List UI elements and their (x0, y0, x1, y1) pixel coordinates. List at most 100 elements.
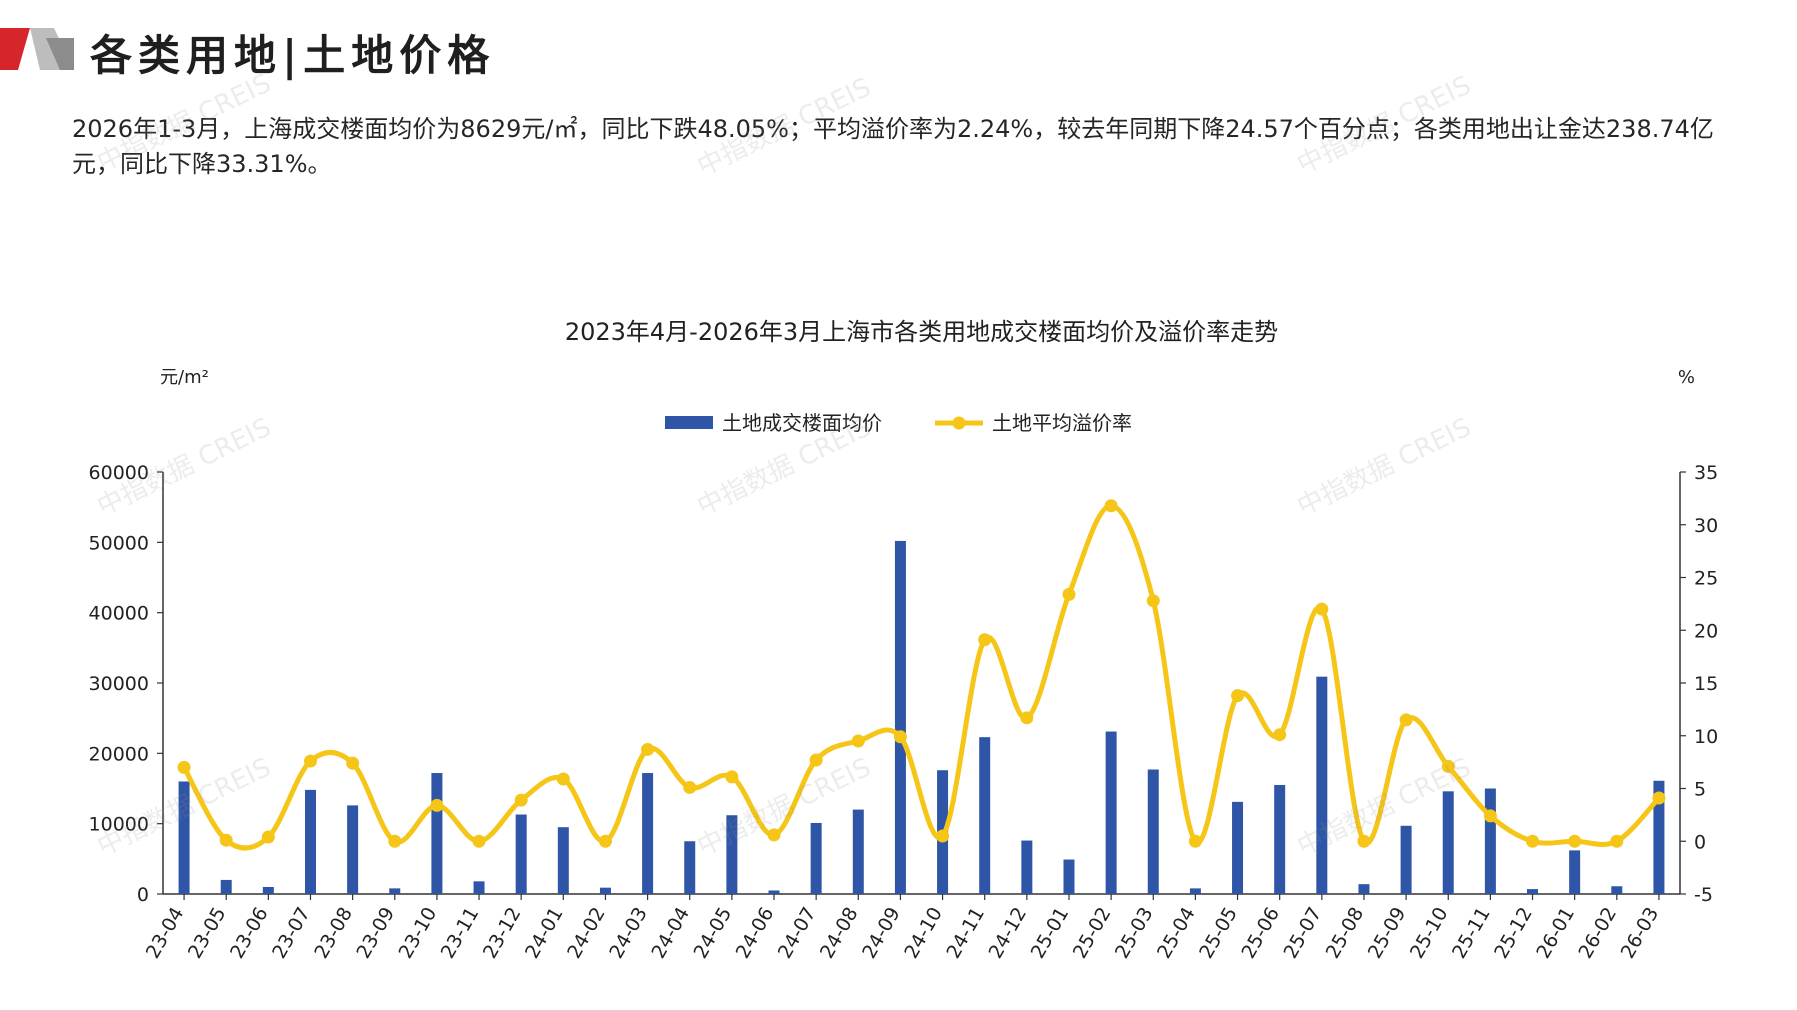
y-right-tick-label: 20 (1694, 620, 1718, 642)
point-premium-rate (809, 753, 823, 767)
x-tick-label: 24-07 (774, 904, 821, 963)
logo-red-block (0, 28, 30, 70)
point-premium-rate (472, 834, 486, 848)
x-tick-label: 25-08 (1322, 904, 1369, 963)
point-premium-rate (683, 780, 697, 794)
y-left-tick-label: 50000 (89, 532, 149, 554)
bar-price (1063, 859, 1075, 894)
bar-price (1569, 850, 1581, 894)
bar-price (979, 737, 991, 894)
x-tick-label: 24-09 (858, 904, 905, 963)
bar-price (304, 789, 316, 894)
bar-price (1484, 788, 1496, 894)
x-tick-label: 25-03 (1111, 904, 1158, 963)
x-tick-label: 24-12 (985, 904, 1032, 963)
bar-price (389, 888, 401, 894)
y-right-tick-label: 5 (1694, 779, 1706, 801)
bar-price (642, 773, 654, 894)
point-premium-rate (1020, 711, 1034, 725)
bar-price (515, 814, 527, 894)
x-tick-label: 23-12 (479, 904, 526, 963)
y-right-tick-label: 35 (1694, 462, 1718, 484)
point-premium-rate (388, 834, 402, 848)
y-right-unit: % (1678, 367, 1695, 388)
point-premium-rate (1357, 834, 1371, 848)
point-premium-rate (303, 754, 317, 768)
x-tick-label: 23-06 (226, 904, 273, 963)
bar-price (852, 809, 864, 894)
bar-price (1611, 886, 1623, 894)
bar-price (1400, 825, 1412, 894)
x-tick-label: 23-09 (352, 904, 399, 963)
bar-price (262, 886, 274, 894)
y-right-tick-label: 30 (1694, 515, 1718, 537)
x-tick-label: 23-08 (310, 904, 357, 963)
x-tick-label: 25-02 (1069, 904, 1116, 963)
bar-price (178, 781, 190, 894)
bar-price (894, 540, 906, 894)
y-right-tick-label: 25 (1694, 568, 1718, 590)
point-premium-rate (1483, 809, 1497, 823)
point-premium-rate (430, 798, 444, 812)
point-premium-rate (1231, 689, 1245, 703)
y-right-tick-label: -5 (1694, 884, 1713, 906)
y-left-tick-label: 60000 (89, 462, 149, 484)
page-title: 各类用地|土地价格 (90, 31, 496, 80)
point-premium-rate (767, 828, 781, 842)
y-right-tick-label: 10 (1694, 726, 1718, 748)
bar-price (1442, 791, 1454, 894)
y-left-unit: 元/m² (160, 367, 209, 388)
logo-dark-block (46, 38, 74, 70)
bar-price (1274, 784, 1286, 894)
bar-price (1147, 769, 1159, 894)
x-tick-label: 25-10 (1406, 904, 1453, 963)
x-tick-label: 26-01 (1532, 904, 1579, 963)
x-tick-label: 23-04 (142, 904, 189, 963)
bar-price (1021, 840, 1033, 894)
bar-price (1105, 731, 1117, 894)
bar-price (1316, 676, 1328, 894)
x-tick-label: 24-03 (605, 904, 652, 963)
x-tick-label: 24-05 (690, 904, 737, 963)
bar-price (473, 881, 485, 894)
legend-swatch-marker (952, 416, 966, 430)
legend-swatch-bar (665, 416, 713, 429)
bar-price (1527, 889, 1539, 894)
x-tick-label: 25-09 (1364, 904, 1411, 963)
bar-price (810, 822, 822, 894)
x-tick-label: 25-04 (1153, 904, 1200, 963)
bar-price (220, 879, 232, 894)
bar-price (431, 773, 443, 894)
x-tick-label: 25-12 (1490, 904, 1537, 963)
bar-price (557, 827, 569, 894)
x-tick-label: 25-07 (1279, 904, 1326, 963)
y-left-tick-label: 40000 (89, 603, 149, 625)
point-premium-rate (219, 833, 233, 847)
y-right-tick-label: 15 (1694, 673, 1718, 695)
point-premium-rate (851, 734, 865, 748)
point-premium-rate (346, 756, 360, 770)
bar-price (726, 815, 738, 894)
point-premium-rate (261, 830, 275, 844)
x-tick-label: 23-07 (268, 904, 315, 963)
x-tick-label: 23-11 (437, 904, 484, 963)
y-left-tick-label: 10000 (89, 814, 149, 836)
x-tick-label: 24-01 (521, 904, 568, 963)
point-premium-rate (1441, 759, 1455, 773)
x-tick-label: 26-03 (1617, 904, 1664, 963)
point-premium-rate (893, 730, 907, 744)
x-tick-label: 24-02 (563, 904, 610, 963)
y-left-tick-label: 0 (137, 884, 149, 906)
point-premium-rate (177, 760, 191, 774)
point-premium-rate (514, 793, 528, 807)
y-right-tick-label: 0 (1694, 831, 1706, 853)
point-premium-rate (1062, 587, 1076, 601)
point-premium-rate (1399, 713, 1413, 727)
line-premium-rate (181, 503, 1661, 851)
bar-price (768, 890, 780, 894)
bar-price (347, 805, 359, 894)
point-premium-rate (1526, 834, 1540, 848)
x-tick-label: 26-02 (1574, 904, 1621, 963)
point-premium-rate (936, 829, 950, 843)
